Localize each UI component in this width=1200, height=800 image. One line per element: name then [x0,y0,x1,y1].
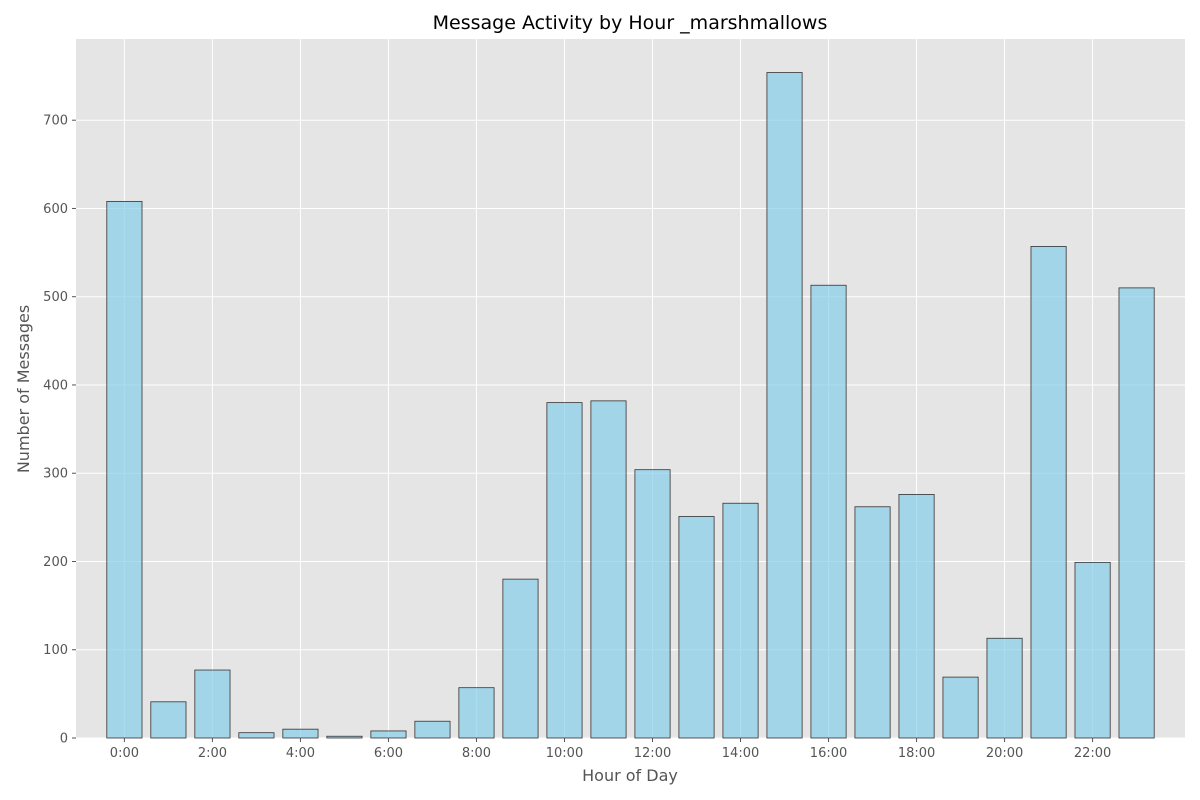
bar-hour-14 [722,502,759,739]
y-tick-label: 400 [43,378,68,393]
bar-hour-18 [898,494,935,739]
bars [106,72,1155,739]
bar-hour-10 [546,402,583,739]
bar-hour-6 [370,730,407,739]
x-axis-ticks: 0:00 2:00 4:00 6:00 8:00 10:00 12:00 14:00 16:00… [110,738,1111,761]
x-axis-label: Hour of Day [582,766,678,785]
plot-area [76,39,1185,738]
bar-hour-21 [1030,246,1067,739]
x-tick-label: 16:00 [810,746,847,761]
x-tick-label: 22:00 [1074,746,1111,761]
bar-hour-22 [1074,561,1111,739]
y-axis-ticks: 0 100 200 300 400 500 600 700 [43,114,76,747]
bar-hour-12 [634,469,671,739]
chart-title: Message Activity by Hour _marshmallows [433,12,828,34]
x-tick-label: 0:00 [110,746,139,761]
bar-hour-1 [150,701,187,739]
y-tick-label: 700 [43,114,68,129]
y-tick-label: 500 [43,290,68,305]
x-tick-label: 14:00 [722,746,759,761]
bar-hour-8 [458,687,495,739]
bar-hour-11 [590,400,627,739]
y-axis-label: Number of Messages [14,305,33,473]
x-tick-label: 2:00 [198,746,227,761]
bar-hour-5 [326,735,363,739]
x-tick-label: 8:00 [462,746,491,761]
bar-hour-17 [854,506,891,739]
bar-hour-15 [766,72,803,739]
y-tick-label: 300 [43,467,68,482]
bar-hour-19 [942,676,979,739]
bar-hour-13 [678,516,715,739]
y-tick-label: 200 [43,555,68,570]
bar-hour-3 [238,732,275,739]
x-tick-label: 6:00 [374,746,403,761]
bar-hour-7 [414,720,451,739]
bar-hour-16 [810,284,847,739]
bar-hour-20 [986,637,1023,739]
x-tick-label: 10:00 [546,746,583,761]
y-tick-label: 600 [43,202,68,217]
bar-hour-9 [502,578,539,739]
x-tick-label: 4:00 [286,746,315,761]
x-tick-label: 18:00 [898,746,935,761]
bar-hour-23 [1118,287,1155,739]
bar-hour-0 [106,200,143,739]
x-tick-label: 20:00 [986,746,1023,761]
y-tick-label: 100 [43,643,68,658]
bar-hour-4 [282,728,319,739]
x-tick-label: 12:00 [634,746,671,761]
bar-hour-2 [194,669,231,739]
y-tick-label: 0 [60,732,68,747]
